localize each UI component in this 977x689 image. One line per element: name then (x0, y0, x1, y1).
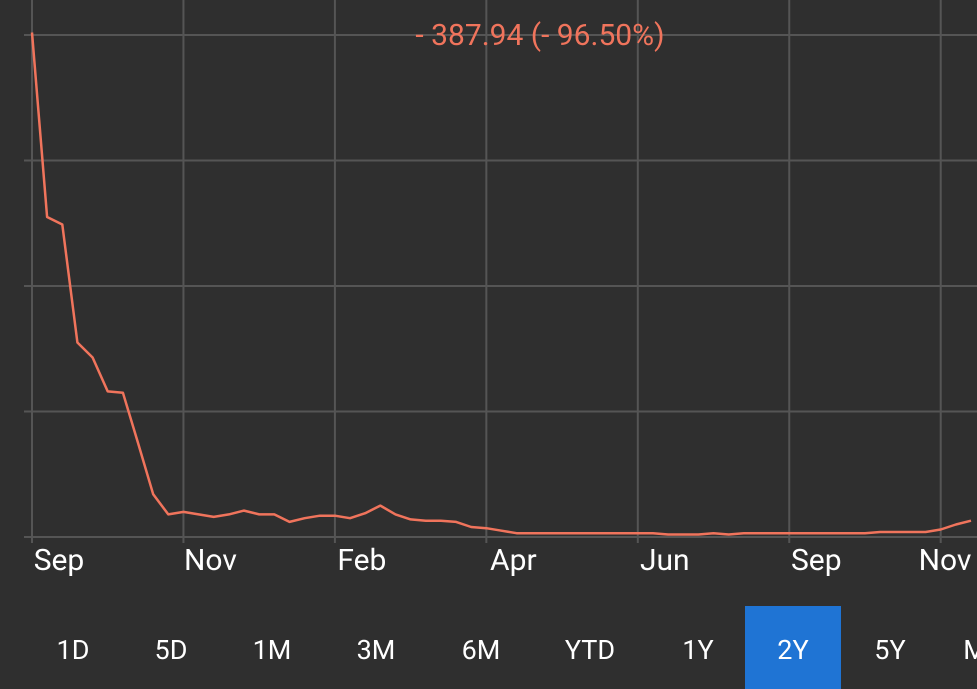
range-button[interactable]: 5D (155, 634, 188, 666)
grid (24, 0, 977, 543)
range-button[interactable]: 5Y (874, 634, 905, 666)
x-tick-label: Sep (791, 543, 842, 578)
x-tick-label: Sep (34, 543, 85, 578)
range-buttons: 1D 5D 1M 3M 6M YTD 1Y 2Y 5Y M (57, 606, 977, 689)
range-button[interactable]: 1M (253, 634, 292, 666)
x-tick-label: Feb (337, 543, 386, 578)
range-button[interactable]: 1Y (682, 634, 713, 666)
range-button[interactable]: 6M (462, 634, 501, 666)
range-button[interactable]: 2Y (777, 634, 808, 666)
change-label: - 387.94 (- 96.50%) (415, 18, 664, 53)
range-button-selected[interactable] (745, 606, 841, 689)
range-button[interactable]: 3M (357, 634, 396, 666)
range-button[interactable]: YTD (565, 634, 615, 666)
price-line (30, 32, 972, 536)
plot: Sep Nov Feb Apr Jun Sep Nov (30, 32, 972, 578)
x-tick-label: Nov (184, 543, 237, 578)
x-tick-label: Jun (640, 543, 690, 578)
range-button[interactable]: M (963, 634, 977, 666)
x-tick-label: Nov (919, 543, 972, 578)
x-tick-label: Apr (490, 543, 537, 578)
range-button[interactable]: 1D (57, 634, 90, 666)
